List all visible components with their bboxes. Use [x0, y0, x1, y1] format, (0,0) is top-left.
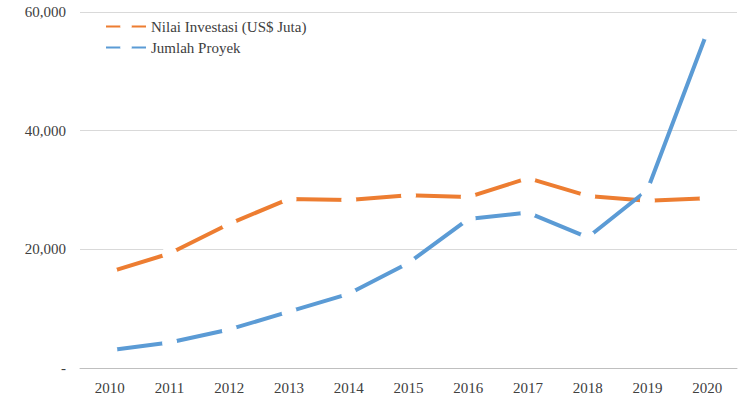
svg-text:60,000: 60,000 [25, 4, 66, 20]
svg-text:2013: 2013 [274, 380, 304, 396]
svg-text:2017: 2017 [513, 380, 544, 396]
svg-text:Nilai Investasi (US$ Juta): Nilai Investasi (US$ Juta) [151, 19, 306, 36]
svg-text:20,000: 20,000 [25, 241, 66, 257]
svg-text:2015: 2015 [394, 380, 424, 396]
svg-text:2018: 2018 [573, 380, 603, 396]
svg-text:2011: 2011 [155, 380, 184, 396]
svg-text:40,000: 40,000 [25, 123, 66, 139]
svg-text:2016: 2016 [453, 380, 484, 396]
svg-text:2020: 2020 [692, 380, 722, 396]
svg-text:2019: 2019 [632, 380, 662, 396]
svg-text:-: - [61, 360, 66, 376]
svg-text:2014: 2014 [334, 380, 365, 396]
svg-text:2010: 2010 [95, 380, 125, 396]
svg-text:Jumlah Proyek: Jumlah Proyek [151, 40, 241, 56]
svg-text:2012: 2012 [214, 380, 244, 396]
